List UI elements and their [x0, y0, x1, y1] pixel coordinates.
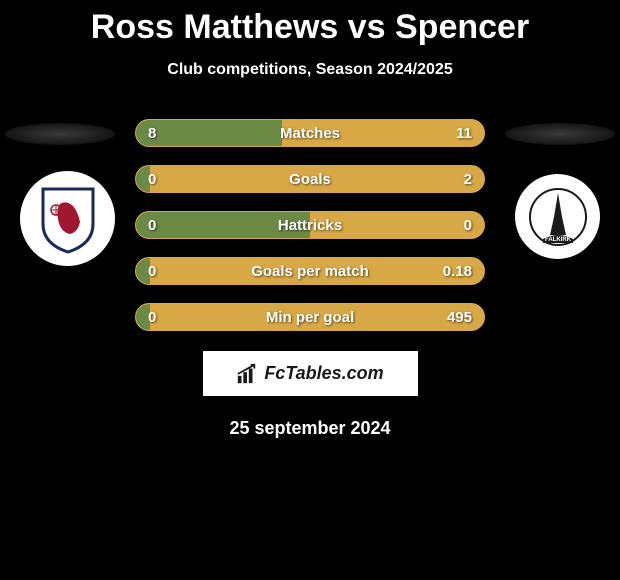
stat-row: 8Matches11 [135, 119, 485, 147]
page-title: Ross Matthews vs Spencer [0, 0, 620, 47]
stat-label: Min per goal [136, 304, 484, 330]
stat-row: 0Min per goal495 [135, 303, 485, 331]
branding-box: FcTables.com [203, 351, 418, 396]
stat-value-right: 495 [447, 304, 472, 330]
stat-row: 0Goals2 [135, 165, 485, 193]
steeple-icon: FALKIRK [528, 187, 588, 247]
stat-label: Goals per match [136, 258, 484, 284]
date-text: 25 september 2024 [0, 418, 620, 439]
stat-row: 0Goals per match0.18 [135, 257, 485, 285]
svg-text:FALKIRK: FALKIRK [545, 237, 572, 243]
stat-value-right: 2 [464, 166, 472, 192]
comparison-chart: FALKIRK 8Matches110Goals20Hattricks00Goa… [0, 119, 620, 339]
club-badge-left [20, 171, 115, 266]
player-left-placeholder [5, 123, 115, 145]
player-right-placeholder [505, 123, 615, 145]
stat-rows: 8Matches110Goals20Hattricks00Goals per m… [135, 119, 485, 349]
subtitle: Club competitions, Season 2024/2025 [0, 61, 620, 79]
stat-label: Hattricks [136, 212, 484, 238]
stat-label: Matches [136, 120, 484, 146]
stat-value-right: 0.18 [443, 258, 472, 284]
stat-row: 0Hattricks0 [135, 211, 485, 239]
stat-value-right: 0 [464, 212, 472, 238]
bars-icon [236, 363, 258, 385]
branding-text: FcTables.com [264, 363, 383, 384]
shield-icon [38, 184, 98, 254]
stat-label: Goals [136, 166, 484, 192]
club-badge-right: FALKIRK [515, 174, 600, 259]
stat-value-right: 11 [456, 120, 472, 146]
